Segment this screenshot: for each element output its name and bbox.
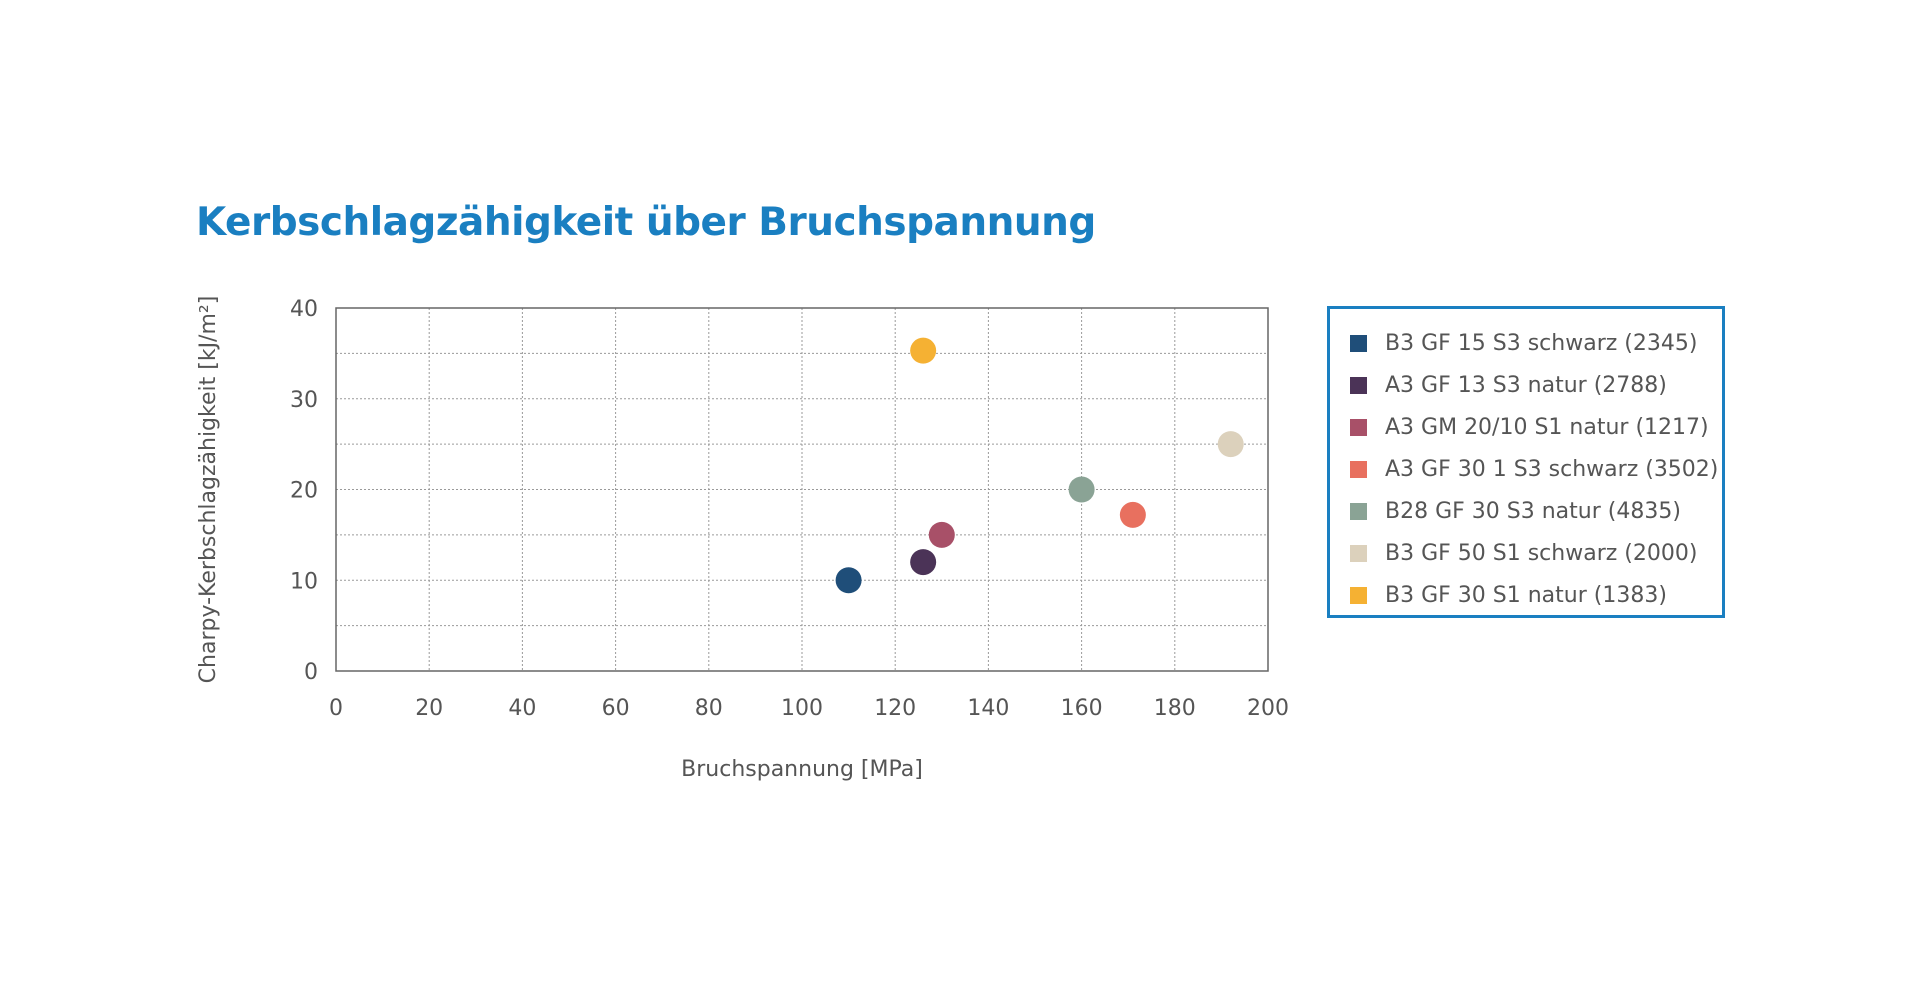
x-tick-label: 0 (329, 696, 343, 721)
legend-item: B3 GF 30 S1 natur (1383) (1350, 574, 1722, 616)
tick-labels: 0 20 40 60 80 100 120 140 160 180 200 0 10 20 30 40 (290, 297, 1289, 721)
legend-swatch (1350, 544, 1367, 562)
x-tick-label: 120 (874, 696, 916, 721)
data-point (928, 521, 955, 548)
y-tick-label: 40 (290, 297, 318, 322)
legend-item: A3 GM 20/10 S1 natur (1217) (1350, 406, 1722, 448)
legend-label: B3 GF 30 S1 natur (1383) (1385, 582, 1667, 608)
chart-legend: B3 GF 15 S3 schwarz (2345) A3 GF 13 S3 na… (1327, 306, 1725, 618)
data-point (835, 567, 862, 594)
legend-item: A3 GF 13 S3 natur (2788) (1350, 364, 1722, 406)
y-tick-label: 0 (304, 660, 318, 685)
legend-item: B28 GF 30 S3 natur (4835) (1350, 490, 1722, 532)
x-tick-label: 200 (1247, 696, 1289, 721)
legend-label: B3 GF 15 S3 schwarz (2345) (1385, 330, 1698, 356)
chart-title: Kerbschlagzähigkeit über Bruchspannung (196, 200, 1096, 245)
legend-label: A3 GM 20/10 S1 natur (1217) (1385, 414, 1709, 440)
legend-label: B3 GF 50 S1 schwarz (2000) (1385, 540, 1698, 566)
y-tick-label: 30 (290, 388, 318, 413)
y-tick-label: 10 (290, 569, 318, 594)
legend-swatch (1350, 586, 1367, 604)
x-tick-label: 40 (508, 696, 536, 721)
data-point (1217, 431, 1244, 458)
plot-area-frame (335, 307, 1269, 672)
data-point (910, 337, 937, 364)
legend-swatch (1350, 460, 1367, 478)
data-point (1119, 501, 1146, 528)
x-axis-title: Bruchspannung [MPa] (681, 757, 923, 782)
x-tick-label: 60 (602, 696, 630, 721)
data-points (835, 337, 1244, 594)
x-tick-label: 140 (967, 696, 1009, 721)
legend-label: B28 GF 30 S3 natur (4835) (1385, 498, 1681, 524)
data-point (1068, 476, 1095, 503)
legend-item: B3 GF 50 S1 schwarz (2000) (1350, 532, 1722, 574)
legend-label: A3 GF 30 1 S3 schwarz (3502) (1385, 456, 1719, 482)
legend-item: B3 GF 15 S3 schwarz (2345) (1350, 322, 1722, 364)
x-tick-label: 20 (415, 696, 443, 721)
x-tick-label: 80 (695, 696, 723, 721)
x-tick-label: 180 (1154, 696, 1196, 721)
legend-label: A3 GF 13 S3 natur (2788) (1385, 372, 1667, 398)
legend-swatch (1350, 376, 1367, 394)
y-axis-title: Charpy-Kerbschlagzähigkeit [kJ/m²] (196, 296, 221, 684)
legend-swatch (1350, 502, 1367, 520)
x-tick-label: 100 (781, 696, 823, 721)
x-tick-label: 160 (1061, 696, 1103, 721)
y-tick-label: 20 (290, 479, 318, 504)
data-point (910, 549, 937, 576)
legend-swatch (1350, 418, 1367, 436)
legend-swatch (1350, 334, 1367, 352)
legend-item: A3 GF 30 1 S3 schwarz (3502) (1350, 448, 1722, 490)
grid-lines (336, 308, 1268, 671)
